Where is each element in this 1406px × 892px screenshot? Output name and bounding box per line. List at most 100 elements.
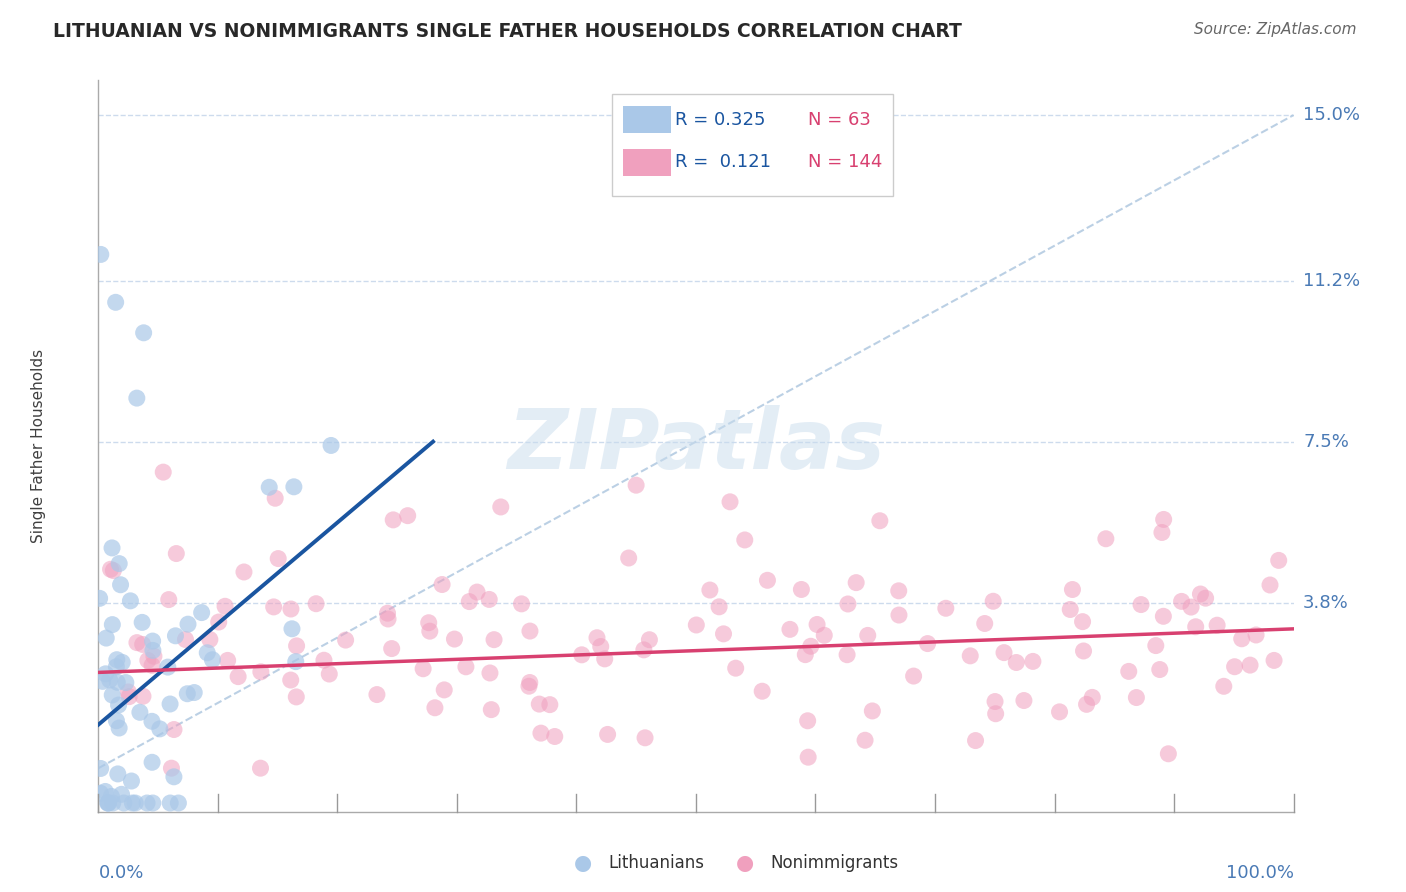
Point bbox=[107, 698, 129, 712]
Point bbox=[108, 721, 131, 735]
Point bbox=[724, 661, 747, 675]
Point bbox=[105, 659, 128, 673]
Point bbox=[335, 633, 357, 648]
Point bbox=[96, 631, 118, 645]
Point bbox=[586, 631, 609, 645]
Point bbox=[264, 491, 287, 506]
Point bbox=[101, 617, 124, 632]
Point bbox=[1244, 628, 1267, 642]
Point bbox=[174, 632, 197, 647]
Point bbox=[1157, 747, 1180, 761]
Point bbox=[183, 685, 205, 699]
Point bbox=[638, 632, 661, 647]
Point bbox=[104, 295, 127, 310]
Point bbox=[280, 602, 302, 616]
Point bbox=[454, 660, 477, 674]
Text: R = 0.325: R = 0.325 bbox=[675, 111, 765, 128]
Point bbox=[510, 597, 533, 611]
Point bbox=[136, 796, 159, 810]
Point bbox=[160, 761, 183, 775]
Text: 100.0%: 100.0% bbox=[1226, 864, 1294, 882]
Point bbox=[1263, 653, 1285, 667]
Point bbox=[141, 756, 163, 770]
Text: Lithuanians: Lithuanians bbox=[609, 855, 704, 872]
Point bbox=[105, 714, 128, 728]
Point bbox=[121, 796, 143, 810]
Point bbox=[1267, 553, 1289, 567]
Point bbox=[318, 667, 340, 681]
Point bbox=[634, 731, 657, 745]
Point bbox=[152, 465, 174, 479]
Point bbox=[128, 706, 150, 720]
Text: R =  0.121: R = 0.121 bbox=[675, 153, 770, 171]
Point bbox=[94, 666, 117, 681]
Point bbox=[159, 796, 181, 810]
Text: 15.0%: 15.0% bbox=[1303, 106, 1360, 124]
Point bbox=[482, 632, 505, 647]
Point bbox=[165, 629, 187, 643]
Point bbox=[141, 714, 163, 729]
Point bbox=[596, 727, 619, 741]
Point bbox=[319, 438, 342, 452]
Point bbox=[208, 615, 231, 629]
Point bbox=[214, 599, 236, 614]
Point bbox=[103, 564, 125, 578]
Point bbox=[101, 796, 124, 810]
Point bbox=[105, 675, 128, 690]
Point bbox=[1152, 609, 1174, 624]
Text: Single Father Households: Single Father Households bbox=[31, 349, 46, 543]
Point bbox=[111, 656, 134, 670]
Point bbox=[617, 551, 640, 566]
Text: N = 144: N = 144 bbox=[808, 153, 883, 171]
Point bbox=[89, 786, 111, 800]
Point bbox=[1071, 615, 1094, 629]
Point bbox=[156, 660, 179, 674]
Point bbox=[1150, 525, 1173, 540]
Point bbox=[981, 594, 1004, 608]
Point bbox=[699, 582, 721, 597]
Point bbox=[845, 575, 868, 590]
Point bbox=[790, 582, 813, 597]
Point bbox=[117, 685, 139, 699]
Point bbox=[382, 513, 405, 527]
Point bbox=[797, 750, 820, 764]
Point bbox=[257, 480, 280, 494]
Point bbox=[517, 679, 540, 693]
Point bbox=[98, 673, 121, 687]
Point bbox=[1062, 582, 1084, 597]
Point bbox=[249, 761, 271, 775]
Point bbox=[377, 606, 399, 620]
Point bbox=[110, 578, 132, 592]
Point bbox=[887, 583, 910, 598]
Point bbox=[305, 597, 328, 611]
Point bbox=[280, 673, 302, 687]
Point bbox=[108, 557, 131, 571]
Point bbox=[443, 632, 465, 646]
Point bbox=[112, 796, 135, 810]
Point bbox=[1118, 665, 1140, 679]
Text: N = 63: N = 63 bbox=[808, 111, 872, 128]
Point bbox=[1022, 654, 1045, 668]
Text: Nonimmigrants: Nonimmigrants bbox=[770, 855, 898, 872]
Point bbox=[571, 648, 593, 662]
Text: Source: ZipAtlas.com: Source: ZipAtlas.com bbox=[1194, 22, 1357, 37]
Point bbox=[195, 646, 218, 660]
Point bbox=[430, 577, 453, 591]
Point bbox=[142, 649, 165, 664]
Point bbox=[163, 723, 186, 737]
Point bbox=[136, 653, 159, 667]
Point bbox=[624, 478, 647, 492]
Text: 7.5%: 7.5% bbox=[1303, 433, 1348, 450]
Text: LITHUANIAN VS NONIMMIGRANTS SINGLE FATHER HOUSEHOLDS CORRELATION CHART: LITHUANIAN VS NONIMMIGRANTS SINGLE FATHE… bbox=[53, 22, 962, 41]
Point bbox=[118, 690, 141, 704]
Point bbox=[142, 634, 165, 648]
Point bbox=[107, 767, 129, 781]
Point bbox=[100, 562, 122, 576]
Point bbox=[1153, 512, 1175, 526]
Point bbox=[751, 684, 773, 698]
Point bbox=[1081, 690, 1104, 705]
Point bbox=[917, 637, 939, 651]
Point bbox=[1223, 659, 1246, 673]
Point bbox=[165, 547, 187, 561]
Point bbox=[124, 796, 146, 810]
